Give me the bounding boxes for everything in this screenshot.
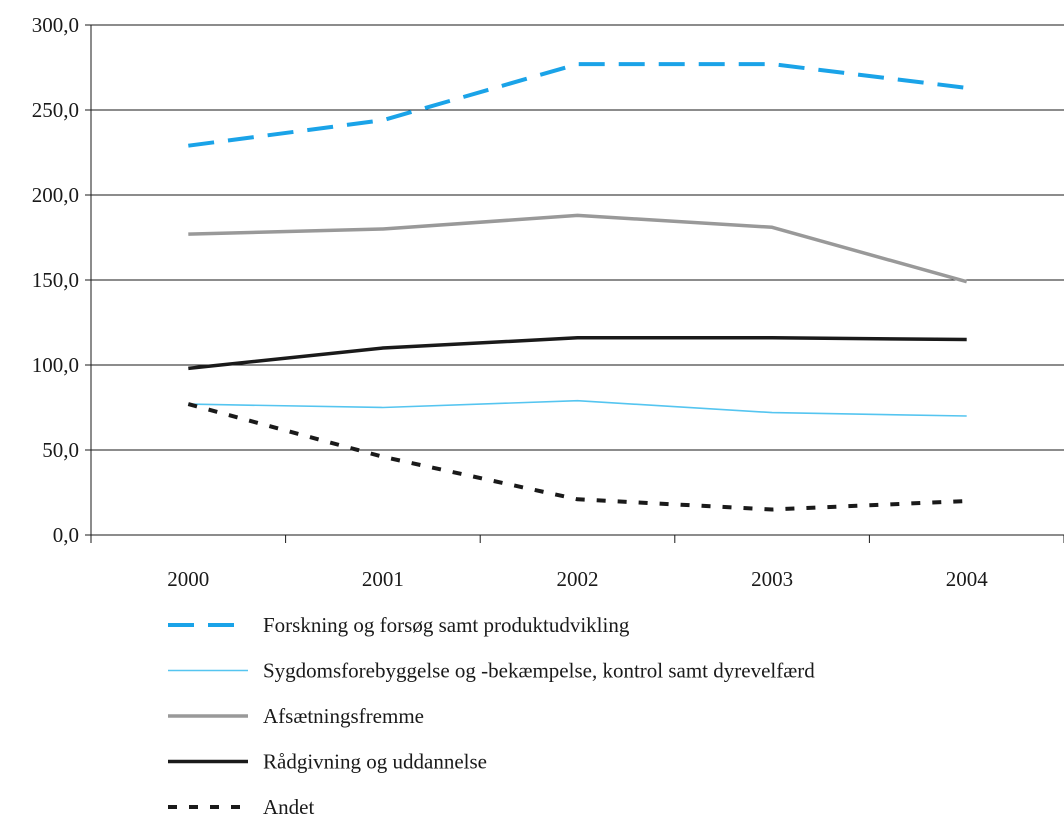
- series-line-3: [188, 336, 967, 371]
- x-tick-label: 2000: [167, 567, 209, 591]
- y-tick-label: 200,0: [32, 183, 79, 207]
- series-line-4: [187, 402, 967, 512]
- legend-label-3: Rådgivning og uddannelse: [263, 750, 487, 774]
- x-tick-label: 2002: [557, 567, 599, 591]
- y-tick-label: 150,0: [32, 268, 79, 292]
- legend: Forskning og forsøg samt produktudviklin…: [168, 613, 815, 815]
- x-tick-label: 2004: [946, 567, 989, 591]
- y-tick-label: 300,0: [32, 13, 79, 37]
- series-line-0: [188, 62, 967, 148]
- legend-label-4: Andet: [263, 795, 314, 815]
- x-tick-label: 2001: [362, 567, 404, 591]
- y-tick-label: 100,0: [32, 353, 79, 377]
- legend-label-2: Afsætningsfremme: [263, 704, 424, 728]
- y-tick-label: 250,0: [32, 98, 79, 122]
- gridlines: [91, 24, 1064, 451]
- axes: 0,0 50,0 100,0 150,0 200,0 250,0 300,0 2000 2001…: [32, 13, 1064, 591]
- series-line-2: [188, 213, 968, 284]
- y-tick-label: 50,0: [42, 438, 79, 462]
- series-line-1: [188, 399, 967, 417]
- x-tick-label: 2003: [751, 567, 793, 591]
- legend-label-1: Sygdomsforebyggelse og -bekæmpelse, kont…: [263, 659, 815, 683]
- legend-label-0: Forskning og forsøg samt produktudviklin…: [263, 613, 630, 637]
- series-lines: [187, 62, 968, 512]
- y-tick-label: 0,0: [53, 523, 79, 547]
